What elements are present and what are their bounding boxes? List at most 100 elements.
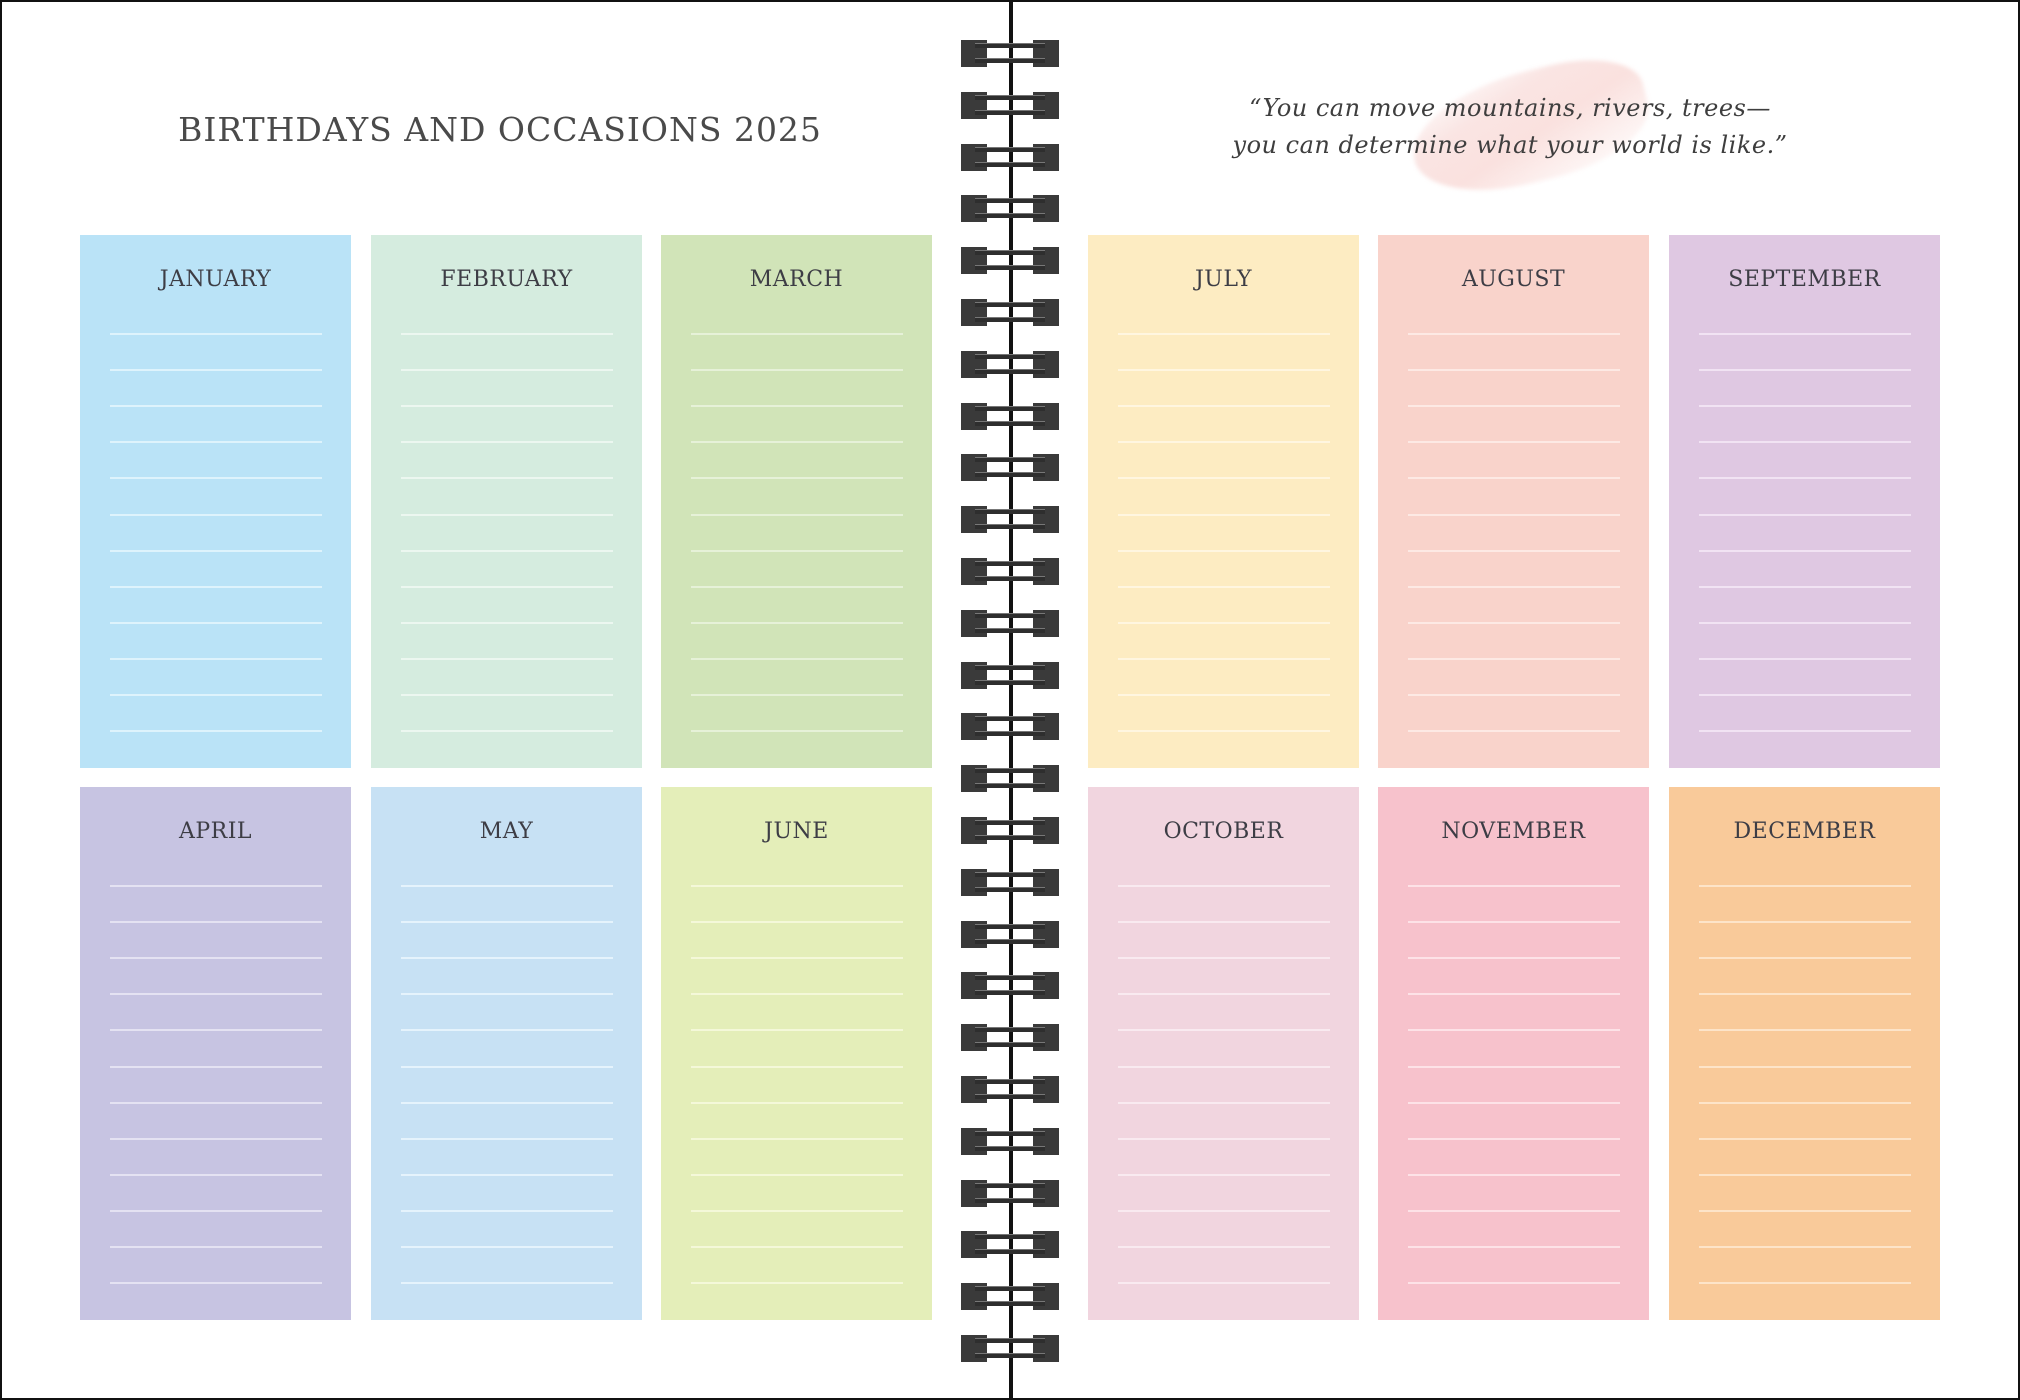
write-in-line[interactable] [401, 585, 613, 588]
write-in-line[interactable] [401, 957, 613, 960]
write-in-line[interactable] [1118, 1282, 1330, 1285]
write-in-line[interactable] [1699, 1137, 1911, 1140]
write-in-line[interactable] [1699, 957, 1911, 960]
write-in-line[interactable] [1408, 477, 1620, 480]
write-in-line[interactable] [1408, 621, 1620, 624]
write-in-line[interactable] [401, 369, 613, 372]
write-in-line[interactable] [1699, 585, 1911, 588]
write-in-line[interactable] [1699, 513, 1911, 516]
write-in-line[interactable] [110, 1246, 322, 1248]
write-in-line[interactable] [110, 585, 322, 588]
write-in-line[interactable] [691, 921, 903, 924]
write-in-line[interactable] [1118, 885, 1330, 887]
write-in-line[interactable] [691, 694, 903, 696]
write-in-line[interactable] [1699, 730, 1911, 733]
write-in-line[interactable] [691, 885, 903, 887]
write-in-line[interactable] [1118, 441, 1330, 444]
write-in-line[interactable] [401, 694, 613, 696]
write-in-line[interactable] [1699, 993, 1911, 996]
write-in-line[interactable] [1408, 957, 1620, 960]
write-in-line[interactable] [1118, 1065, 1330, 1068]
write-in-line[interactable] [1118, 1173, 1330, 1176]
write-in-line[interactable] [110, 993, 322, 996]
write-in-line[interactable] [691, 957, 903, 960]
write-in-line[interactable] [110, 369, 322, 372]
write-in-line[interactable] [1118, 513, 1330, 516]
write-in-line[interactable] [1408, 369, 1620, 372]
write-in-line[interactable] [691, 333, 903, 335]
write-in-line[interactable] [1118, 730, 1330, 733]
write-in-line[interactable] [110, 1173, 322, 1176]
write-in-line[interactable] [1699, 441, 1911, 444]
write-in-line[interactable] [1118, 333, 1330, 335]
write-in-line[interactable] [401, 885, 613, 887]
write-in-line[interactable] [691, 513, 903, 516]
write-in-line[interactable] [1408, 1282, 1620, 1285]
write-in-line[interactable] [1118, 1246, 1330, 1248]
write-in-line[interactable] [110, 1029, 322, 1032]
write-in-line[interactable] [110, 694, 322, 696]
write-in-line[interactable] [1408, 1065, 1620, 1068]
write-in-line[interactable] [1408, 1101, 1620, 1104]
write-in-line[interactable] [1699, 333, 1911, 335]
write-in-line[interactable] [1699, 657, 1911, 660]
write-in-line[interactable] [1699, 1065, 1911, 1068]
write-in-line[interactable] [691, 621, 903, 624]
write-in-line[interactable] [401, 477, 613, 480]
write-in-line[interactable] [110, 1101, 322, 1104]
write-in-line[interactable] [401, 513, 613, 516]
write-in-line[interactable] [110, 1137, 322, 1140]
write-in-line[interactable] [1699, 549, 1911, 552]
write-in-line[interactable] [110, 657, 322, 660]
write-in-line[interactable] [401, 1246, 613, 1248]
write-in-line[interactable] [1408, 405, 1620, 408]
write-in-line[interactable] [110, 957, 322, 960]
write-in-line[interactable] [1408, 921, 1620, 924]
write-in-line[interactable] [691, 1246, 903, 1248]
write-in-line[interactable] [1408, 1246, 1620, 1248]
write-in-line[interactable] [401, 921, 613, 924]
write-in-line[interactable] [691, 1209, 903, 1212]
write-in-line[interactable] [1699, 1209, 1911, 1212]
write-in-line[interactable] [1408, 657, 1620, 660]
write-in-line[interactable] [1699, 369, 1911, 372]
write-in-line[interactable] [401, 441, 613, 444]
write-in-line[interactable] [1118, 549, 1330, 552]
write-in-line[interactable] [1408, 585, 1620, 588]
write-in-line[interactable] [1699, 621, 1911, 624]
write-in-line[interactable] [1408, 513, 1620, 516]
write-in-line[interactable] [110, 1282, 322, 1285]
write-in-line[interactable] [1118, 694, 1330, 696]
write-in-line[interactable] [1118, 1029, 1330, 1032]
write-in-line[interactable] [1699, 1101, 1911, 1104]
write-in-line[interactable] [1118, 657, 1330, 660]
write-in-line[interactable] [401, 1065, 613, 1068]
write-in-line[interactable] [1699, 1282, 1911, 1285]
write-in-line[interactable] [110, 621, 322, 624]
write-in-line[interactable] [691, 549, 903, 552]
write-in-line[interactable] [691, 1101, 903, 1104]
write-in-line[interactable] [1699, 694, 1911, 696]
write-in-line[interactable] [401, 1101, 613, 1104]
write-in-line[interactable] [401, 549, 613, 552]
write-in-line[interactable] [1118, 369, 1330, 372]
write-in-line[interactable] [1118, 921, 1330, 924]
write-in-line[interactable] [1699, 885, 1911, 887]
write-in-line[interactable] [401, 1029, 613, 1032]
write-in-line[interactable] [401, 333, 613, 335]
write-in-line[interactable] [691, 585, 903, 588]
write-in-line[interactable] [110, 885, 322, 887]
write-in-line[interactable] [1699, 1029, 1911, 1032]
write-in-line[interactable] [401, 1173, 613, 1176]
write-in-line[interactable] [1408, 730, 1620, 733]
write-in-line[interactable] [691, 657, 903, 660]
write-in-line[interactable] [401, 1137, 613, 1140]
write-in-line[interactable] [1408, 1173, 1620, 1176]
write-in-line[interactable] [691, 730, 903, 733]
write-in-line[interactable] [110, 333, 322, 335]
write-in-line[interactable] [110, 405, 322, 408]
write-in-line[interactable] [1408, 885, 1620, 887]
write-in-line[interactable] [1118, 405, 1330, 408]
write-in-line[interactable] [1118, 585, 1330, 588]
write-in-line[interactable] [1408, 549, 1620, 552]
